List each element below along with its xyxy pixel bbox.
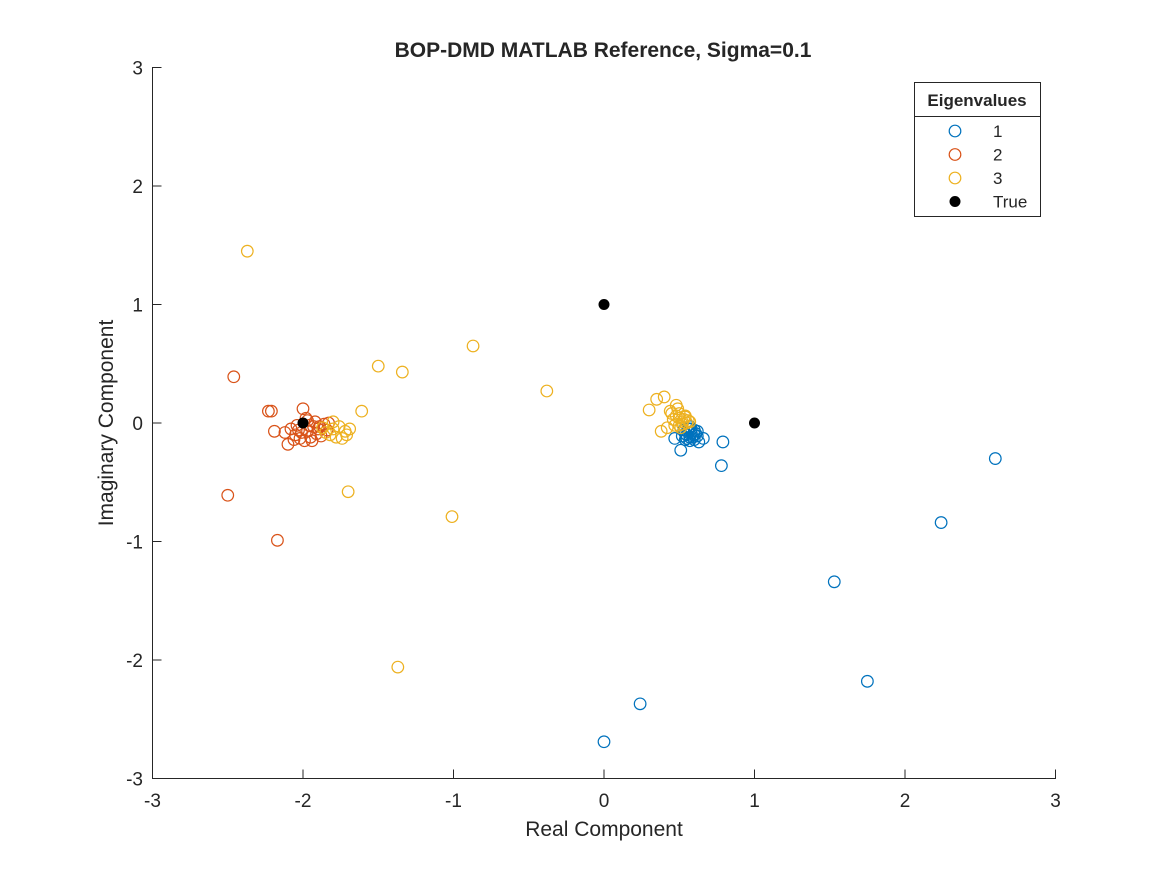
data-point <box>355 404 369 418</box>
legend-entry-label: 2 <box>993 146 1002 165</box>
series-true <box>297 299 760 429</box>
x-tick-label: 1 <box>749 791 760 812</box>
data-point <box>326 415 340 429</box>
legend-entries: 1 2 3 True <box>948 122 1027 212</box>
data-point <box>278 426 292 439</box>
x-axis-label: Real Component <box>525 818 683 841</box>
series-2 <box>221 370 335 547</box>
data-point <box>668 432 682 445</box>
data-point <box>445 510 459 524</box>
legend-entry-label: 1 <box>993 122 1002 141</box>
legend-marker <box>948 148 962 161</box>
data-point <box>227 370 241 384</box>
data-point <box>657 390 671 404</box>
data-point <box>654 424 668 438</box>
data-point <box>678 409 692 423</box>
y-tick-label: 2 <box>132 177 143 198</box>
data-point <box>326 422 340 436</box>
data-point <box>668 418 682 432</box>
legend: Eigenvalues 1 2 3 True <box>914 82 1041 217</box>
chart-title: BOP-DMD MATLAB Reference, Sigma=0.1 <box>395 39 812 62</box>
data-point <box>714 459 728 473</box>
data-point <box>749 417 760 429</box>
data-point <box>305 434 319 448</box>
data-point <box>466 339 480 353</box>
x-tick-label: -1 <box>445 791 462 812</box>
data-point <box>264 404 278 418</box>
data-point <box>716 435 730 449</box>
x-tick-label: 0 <box>599 791 610 812</box>
x-tick-label: 3 <box>1050 791 1061 812</box>
data-point <box>271 533 284 547</box>
y-axis-label: Imaginary Component <box>95 320 118 527</box>
series-layer <box>221 244 1002 749</box>
x-ticks: -3 -2 -1 0 1 2 3 <box>144 769 1061 812</box>
data-point <box>988 452 1002 465</box>
y-tick-label: -1 <box>126 533 143 554</box>
data-point <box>296 402 310 416</box>
data-point <box>371 359 385 373</box>
data-point <box>683 430 697 444</box>
y-ticks: -3 -2 -1 0 1 2 3 <box>126 59 162 791</box>
series-3 <box>240 244 697 674</box>
data-point <box>268 424 281 438</box>
x-tick-label: -2 <box>295 791 312 812</box>
data-point <box>298 434 311 448</box>
data-point <box>240 244 254 258</box>
legend-entry-label: 3 <box>993 169 1002 188</box>
series-1 <box>597 420 1002 749</box>
data-point <box>221 488 235 502</box>
data-point <box>297 417 309 429</box>
data-point <box>934 516 948 529</box>
data-point <box>395 365 409 379</box>
data-point <box>650 392 664 406</box>
y-tick-label: 3 <box>132 59 143 80</box>
x-tick-label: -3 <box>144 791 161 812</box>
data-point <box>391 660 405 674</box>
data-point <box>261 404 275 418</box>
legend-box <box>914 82 1041 217</box>
y-tick-label: 1 <box>132 296 143 317</box>
data-point <box>540 384 554 398</box>
data-point <box>338 424 352 438</box>
data-point <box>672 418 686 432</box>
data-point <box>316 421 329 435</box>
data-point <box>597 735 611 749</box>
data-point <box>660 421 674 435</box>
data-point <box>335 432 349 445</box>
data-point <box>598 299 610 310</box>
data-point <box>341 485 355 499</box>
data-point <box>827 575 841 589</box>
y-tick-label: -2 <box>126 651 143 672</box>
data-point <box>860 674 874 688</box>
legend-marker <box>948 124 962 138</box>
plot-area: -3 -2 -1 0 1 2 3 -3 -2 -1 0 1 2 3 <box>126 59 1061 813</box>
data-point <box>665 407 679 420</box>
legend-entry-label: True <box>993 193 1027 212</box>
legend-marker <box>949 196 961 207</box>
data-point <box>633 697 647 711</box>
data-point <box>642 403 656 417</box>
y-tick-label: -3 <box>126 770 143 791</box>
x-tick-label: 2 <box>900 791 911 812</box>
y-tick-label: 0 <box>132 414 143 435</box>
legend-title: Eigenvalues <box>927 91 1026 110</box>
legend-marker <box>948 171 962 185</box>
data-point <box>674 443 688 457</box>
